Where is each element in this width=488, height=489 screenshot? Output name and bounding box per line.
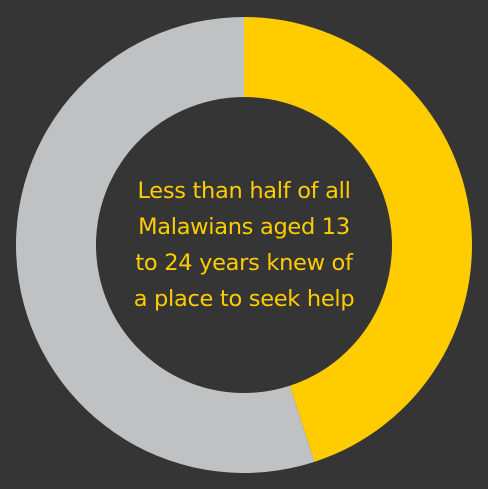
slices-group	[15, 17, 472, 473]
center-text-line: Less than half of all	[137, 178, 351, 204]
center-annotation: Less than half of all Malawians aged 13 …	[104, 173, 384, 317]
donut-slice-1	[15, 17, 315, 473]
donut-slice-0	[244, 17, 472, 462]
center-text-line: a place to seek help	[133, 286, 355, 312]
center-text-line: Malawians aged 13	[138, 214, 350, 240]
center-text-line: to 24 years knew of	[135, 250, 353, 276]
